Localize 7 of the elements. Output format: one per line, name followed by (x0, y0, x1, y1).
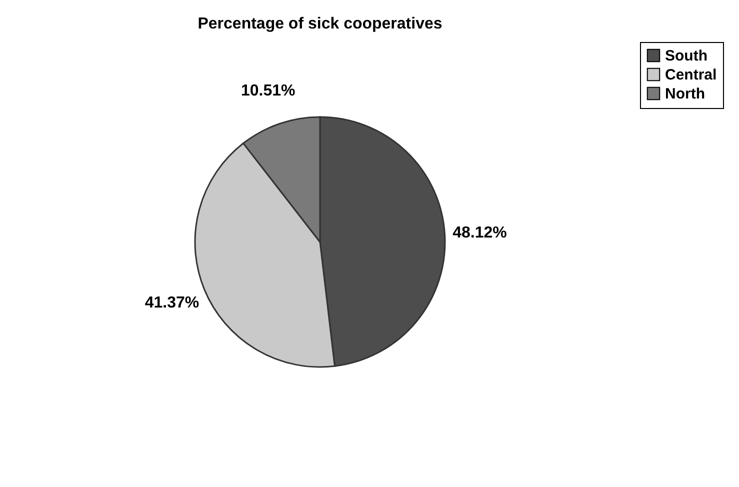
data-label: 48.12% (452, 224, 507, 242)
chart-title: Percentage of sick cooperatives (198, 16, 442, 32)
data-label: 41.37% (144, 294, 200, 312)
legend-label: South (665, 48, 708, 64)
data-label: 10.51% (240, 82, 296, 100)
legend-label: Central (665, 66, 717, 84)
legend-label: North (665, 86, 705, 102)
